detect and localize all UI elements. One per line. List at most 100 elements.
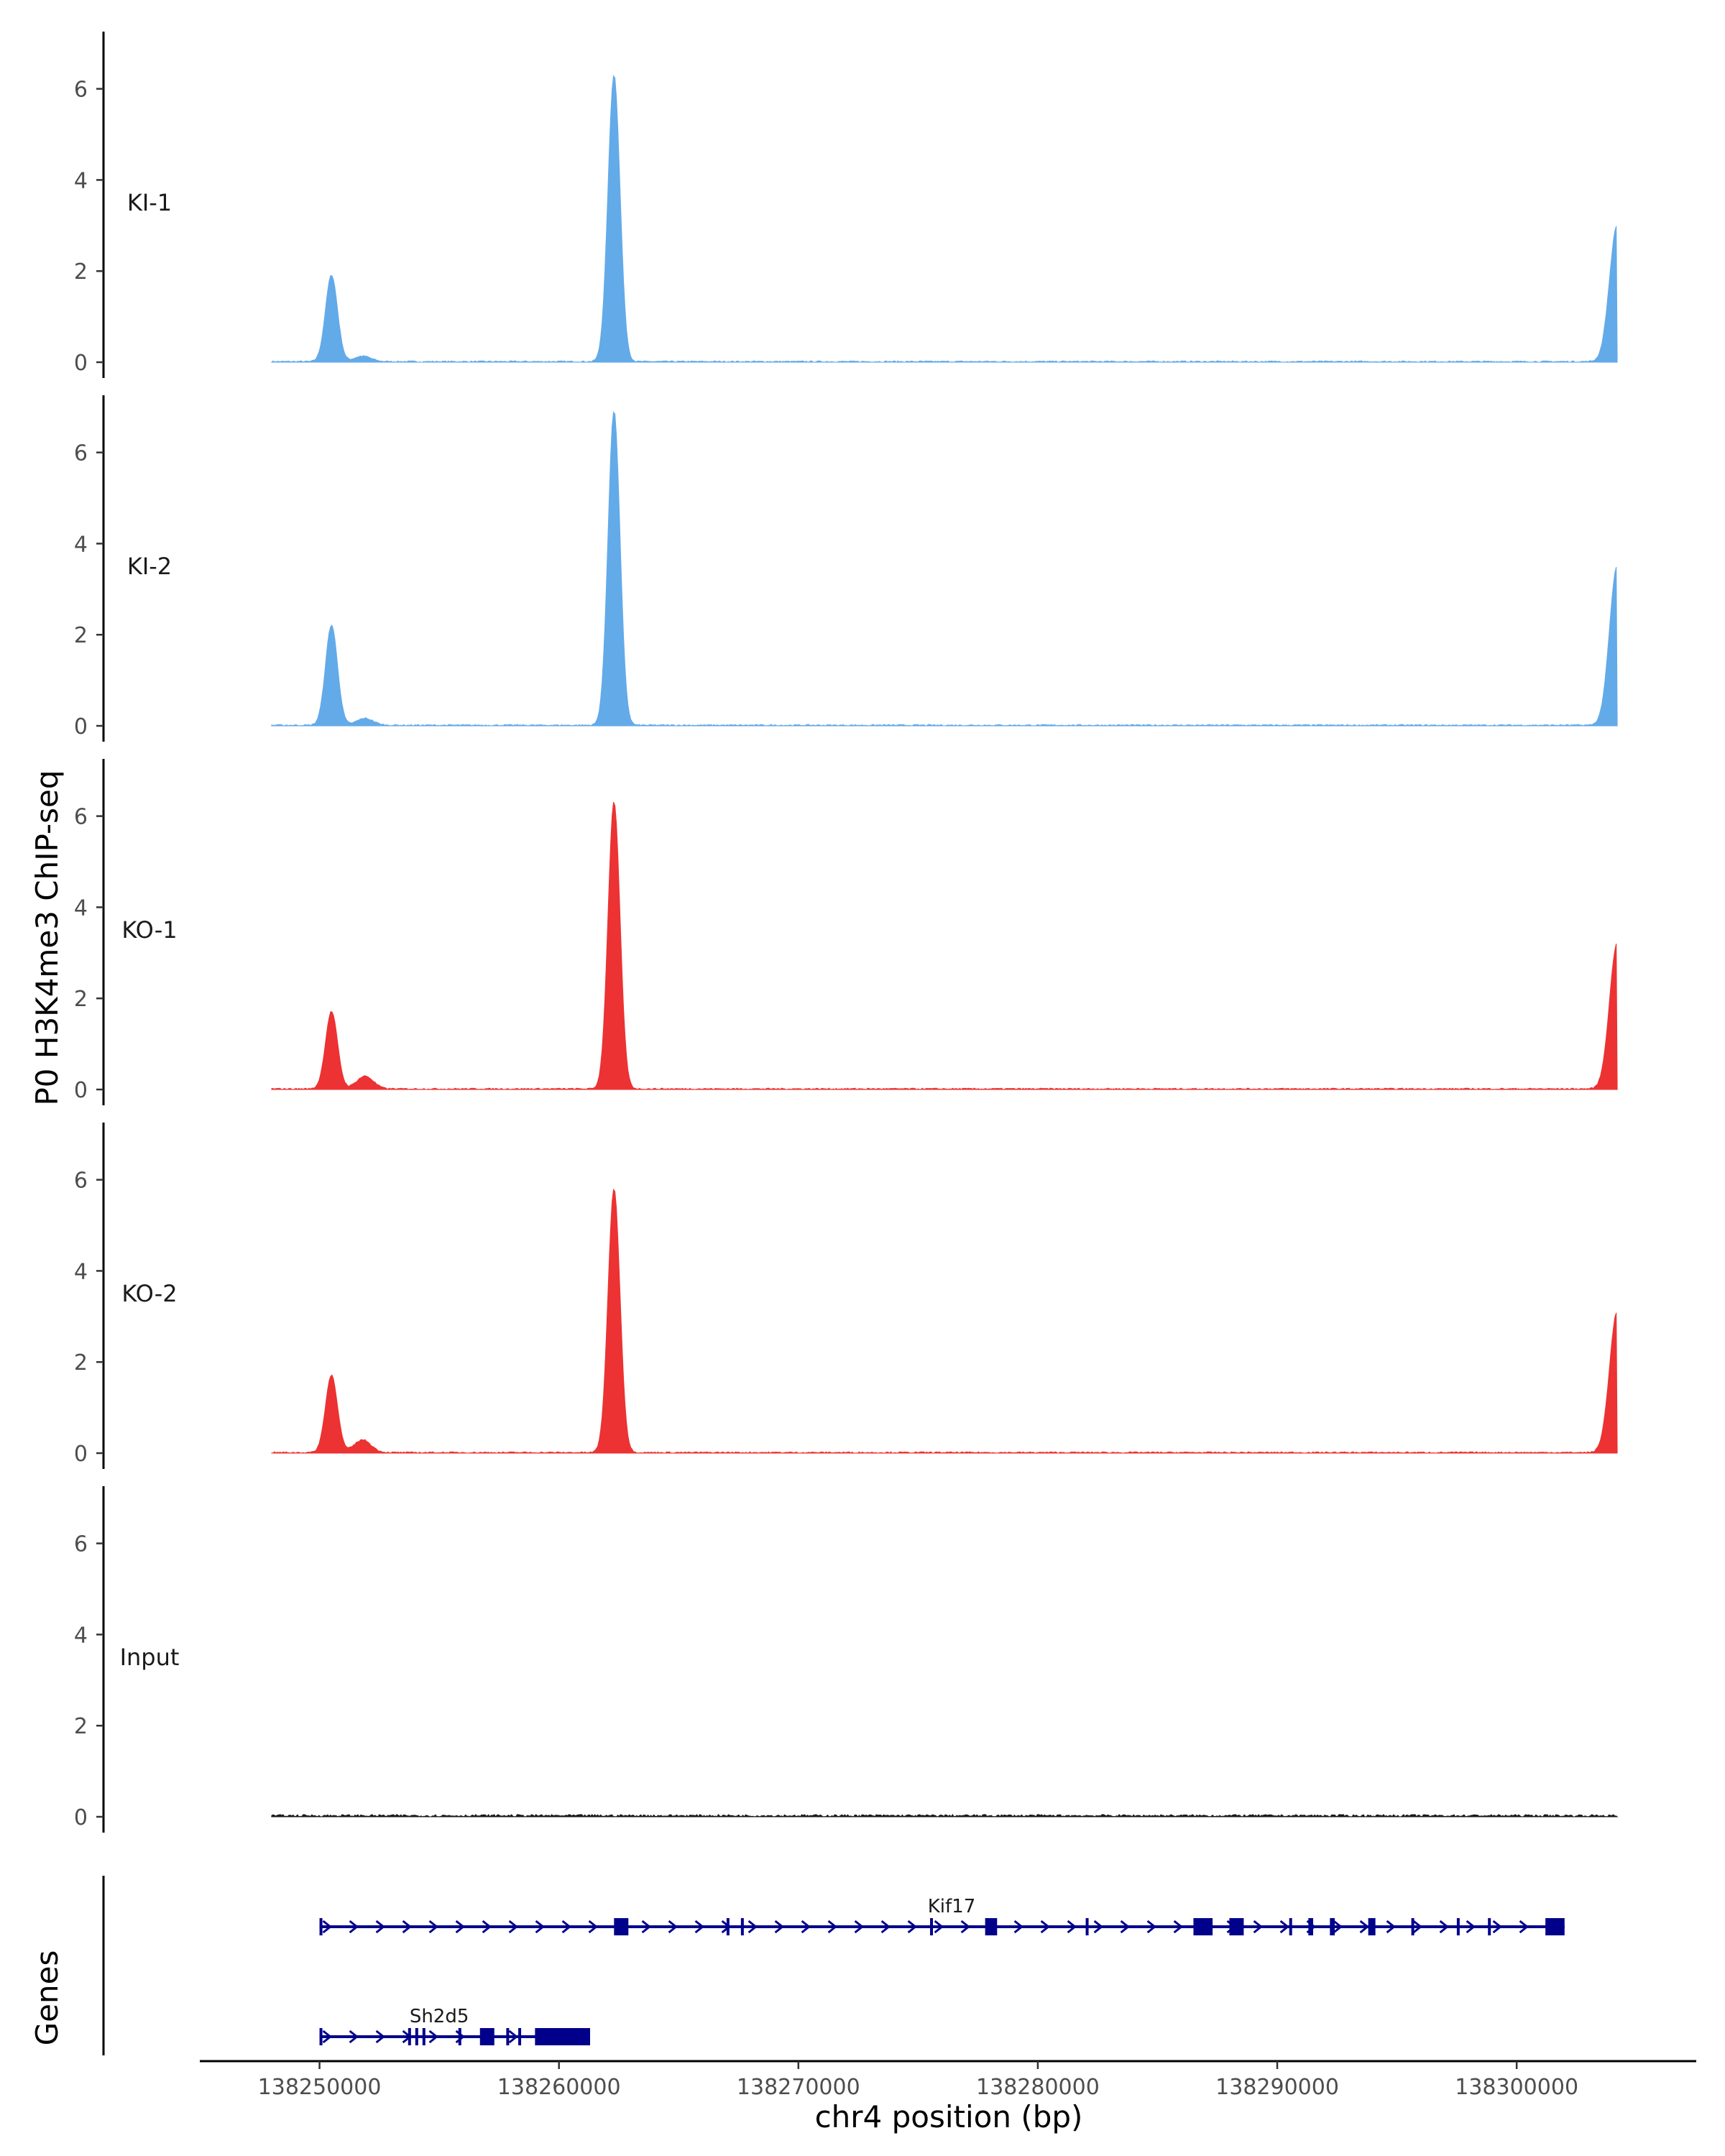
x-tick-label: 138270000 <box>737 2075 860 2100</box>
signal-area <box>271 411 1618 727</box>
strand-arrow <box>482 1920 492 1934</box>
y-tick-label: 2 <box>74 1350 88 1376</box>
y-tick-label: 6 <box>74 1169 88 1194</box>
y-tick-label: 6 <box>74 441 88 466</box>
strand-arrow <box>561 1920 571 1934</box>
exon <box>518 2028 522 2045</box>
exon <box>1456 1918 1460 1935</box>
exon <box>930 1918 934 1935</box>
track-label: KO-2 <box>121 1280 177 1307</box>
strand-arrow <box>880 1920 891 1934</box>
strand-arrow <box>508 1920 518 1934</box>
strand-arrow <box>1359 1920 1369 1934</box>
strand-arrow <box>1279 1920 1289 1934</box>
exon <box>319 1918 323 1935</box>
exon <box>458 2028 461 2045</box>
strand-arrow <box>934 1920 944 1934</box>
track-panel: 0 2 4 6 KO-1 <box>74 759 1618 1105</box>
genes-layer: Sh2d5 Kif17 <box>102 1876 1565 2055</box>
genes-axis-title: Genes <box>29 1950 65 2046</box>
exon <box>1085 1918 1089 1935</box>
exon <box>535 2028 590 2045</box>
strand-arrow <box>827 1920 837 1934</box>
exon <box>415 2028 418 2045</box>
exon <box>422 2028 426 2045</box>
strand-arrow <box>1173 1920 1183 1934</box>
signal-area <box>271 1813 1619 1818</box>
strand-arrow <box>1439 1920 1449 1934</box>
strand-arrow <box>1093 1920 1103 1934</box>
exon <box>1330 1918 1335 1935</box>
exon <box>479 2028 494 2045</box>
strand-arrow <box>535 1920 545 1934</box>
exon <box>1308 1918 1314 1935</box>
y-tick-label: 0 <box>74 1442 88 1467</box>
exon <box>740 1918 744 1935</box>
y-tick-label: 4 <box>74 168 88 193</box>
y-tick-label: 4 <box>74 1259 88 1284</box>
y-axis-title: P0 H3K4me3 ChIP-seq <box>29 770 65 1105</box>
strand-arrow <box>1146 1920 1156 1934</box>
strand-arrow <box>1386 1920 1396 1934</box>
tracks-layer: 0 2 4 6 KI-1 0 2 4 6 KI-2 0 2 4 6 KO-1 0 2 4 6 KO-2 0 2 4 6 Inpu… <box>74 32 1619 1833</box>
exon <box>726 1918 730 1935</box>
track-label: Input <box>120 1644 180 1671</box>
y-tick-label: 2 <box>74 259 88 285</box>
strand-arrow <box>322 1920 332 1934</box>
exon <box>985 1918 998 1935</box>
strand-arrow <box>428 2030 438 2044</box>
strand-arrow <box>801 1920 811 1934</box>
strand-arrow <box>854 1920 864 1934</box>
exon <box>408 2028 411 2045</box>
strand-arrow <box>1519 1920 1529 1934</box>
exon <box>1289 1918 1292 1935</box>
x-tick-label: 138300000 <box>1455 2075 1578 2100</box>
y-tick-label: 2 <box>74 987 88 1012</box>
x-axis: 138250000 138260000 138270000 138280000 1382… <box>200 2060 1696 2100</box>
y-tick-label: 0 <box>74 1078 88 1103</box>
y-tick-label: 2 <box>74 1714 88 1739</box>
exon <box>1368 1918 1376 1935</box>
track-panel: 0 2 4 6 KI-2 <box>74 395 1618 742</box>
strand-arrow <box>375 2030 385 2044</box>
strand-arrow <box>774 1920 784 1934</box>
exon <box>1488 1918 1491 1935</box>
x-tick-label: 138250000 <box>258 2075 382 2100</box>
strand-arrow <box>960 1920 970 1934</box>
track-panel: 0 2 4 6 KI-1 <box>74 32 1618 378</box>
y-tick-label: 6 <box>74 805 88 830</box>
strand-arrow <box>402 1920 412 1934</box>
strand-arrow <box>1253 1920 1263 1934</box>
strand-arrow <box>641 1920 651 1934</box>
strand-arrow <box>748 1920 758 1934</box>
signal-area <box>270 75 1618 363</box>
exon <box>1229 1918 1244 1935</box>
exon <box>319 2028 323 2045</box>
gene-model: Sh2d5 <box>319 2006 590 2045</box>
strand-arrow <box>694 1920 704 1934</box>
strand-arrow <box>588 1920 598 1934</box>
strand-arrow <box>1040 1920 1050 1934</box>
signal-area <box>271 801 1618 1090</box>
track-label: KI-2 <box>127 553 172 580</box>
y-tick-label: 0 <box>74 714 88 740</box>
exon <box>1545 1918 1565 1935</box>
exon <box>506 2028 510 2045</box>
strand-arrow <box>1013 1920 1024 1934</box>
exon <box>1193 1918 1213 1935</box>
track-label: KO-1 <box>121 916 177 944</box>
y-tick-label: 4 <box>74 532 88 557</box>
strand-arrow <box>907 1920 917 1934</box>
strand-arrow <box>349 2030 359 2044</box>
y-tick-label: 6 <box>74 1532 88 1557</box>
strand-arrow <box>508 2030 518 2044</box>
strand-arrow <box>668 1920 678 1934</box>
strand-arrow <box>1333 1920 1343 1934</box>
gene-label: Kif17 <box>928 1896 976 1917</box>
strand-arrow <box>1412 1920 1422 1934</box>
strand-arrow <box>1120 1920 1130 1934</box>
track-label: KI-1 <box>127 189 172 216</box>
x-tick-label: 138280000 <box>976 2075 1100 2100</box>
track-panel: 0 2 4 6 KO-2 <box>74 1123 1618 1469</box>
